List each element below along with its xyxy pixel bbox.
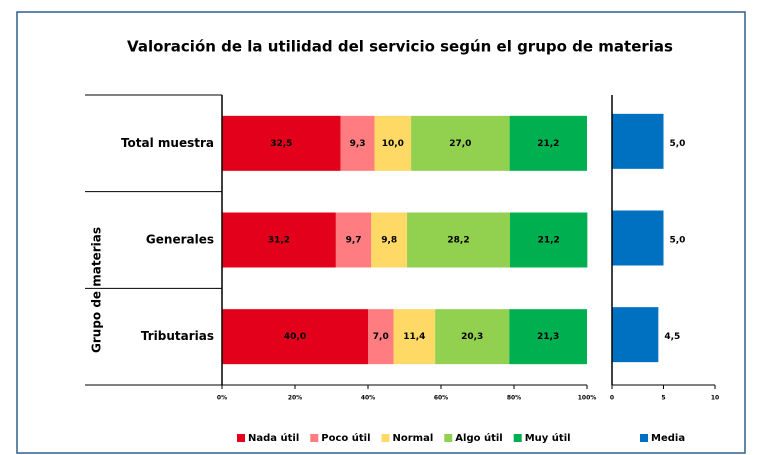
- bar: [612, 113, 664, 169]
- x-tick-label: 20%: [288, 395, 302, 402]
- bar: [612, 307, 659, 363]
- x-tick-label: 5: [661, 395, 665, 402]
- chart-title: Valoración de la utilidad del servicio s…: [127, 38, 673, 56]
- bar-segment: [222, 115, 341, 171]
- data-label: 5,0: [670, 236, 686, 246]
- data-label: 9,3: [350, 139, 366, 149]
- data-label: 9,7: [346, 236, 362, 246]
- y-axis-title: Grupo de materias: [90, 227, 104, 353]
- y-tick-label: Total muestra: [121, 136, 214, 150]
- legend-swatch: [310, 434, 319, 442]
- data-label: 4,5: [664, 332, 680, 342]
- x-tick-label: 60%: [434, 395, 448, 402]
- y-tick-label: Generales: [146, 233, 214, 247]
- data-label: 31,2: [268, 236, 290, 246]
- bar: [612, 210, 664, 266]
- bar-segment: [374, 115, 412, 171]
- bar-segment: [435, 309, 510, 365]
- bar-segment: [368, 309, 394, 365]
- bar-segment: [509, 115, 587, 171]
- bar-segment: [335, 212, 372, 268]
- data-label: 10,0: [382, 139, 404, 149]
- bar-segment: [222, 212, 336, 268]
- data-label: 21,3: [537, 332, 559, 342]
- legend-swatch: [640, 434, 648, 442]
- data-label: 27,0: [449, 139, 471, 149]
- bar-segment: [393, 309, 436, 365]
- legend-swatch: [513, 434, 522, 442]
- data-label: 32,5: [270, 139, 292, 149]
- legend-label: Media: [651, 433, 685, 444]
- x-tick-label: 10: [711, 395, 719, 402]
- data-label: 9,8: [381, 236, 397, 246]
- bar-segment: [509, 212, 588, 268]
- data-label: 11,4: [403, 332, 425, 342]
- data-label: 21,2: [537, 139, 559, 149]
- bar-segment: [222, 309, 368, 365]
- data-label: 5,0: [670, 139, 686, 149]
- data-label: 20,3: [461, 332, 483, 342]
- data-label: 28,2: [447, 236, 469, 246]
- legend-label: Normal: [393, 433, 434, 444]
- legend-swatch: [444, 434, 453, 442]
- x-tick-label: 0%: [217, 395, 227, 402]
- x-tick-label: 0: [610, 395, 614, 402]
- x-tick-label: 40%: [361, 395, 375, 402]
- y-tick-label: Tributarias: [141, 329, 214, 343]
- legend-label: Algo útil: [455, 432, 502, 444]
- bar-segment: [340, 115, 375, 171]
- bar-segment: [509, 309, 587, 365]
- bar-segment: [371, 212, 408, 268]
- x-tick-label: 100%: [578, 395, 597, 402]
- legend-label: Poco útil: [321, 432, 370, 444]
- x-tick-label: 80%: [507, 395, 521, 402]
- legend-label: Muy útil: [525, 432, 571, 444]
- data-label: 40,0: [284, 332, 306, 342]
- legend-label: Nada útil: [248, 432, 299, 444]
- bar-segment: [407, 212, 510, 268]
- legend-swatch: [237, 434, 245, 442]
- data-label: 7,0: [373, 332, 389, 342]
- bar-segment: [411, 115, 510, 171]
- data-label: 21,2: [538, 236, 560, 246]
- legend-swatch: [381, 434, 390, 442]
